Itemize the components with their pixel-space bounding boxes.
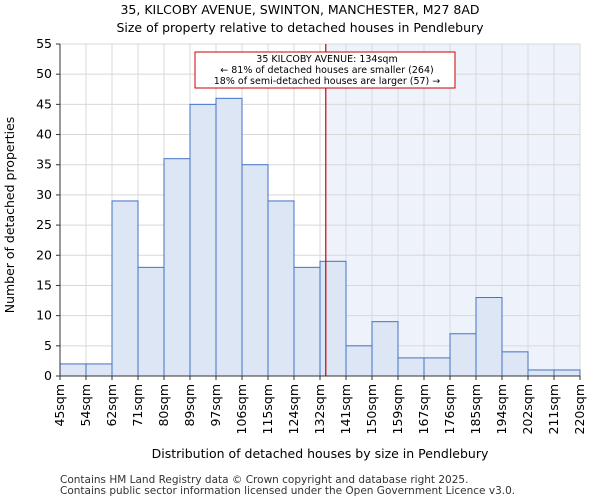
x-tick-label: 106sqm — [234, 384, 249, 434]
y-tick-label: 15 — [36, 277, 52, 292]
bar-141sqm — [345, 345, 373, 377]
annotation-line-2: ← 81% of detached houses are smaller (26… — [220, 65, 433, 76]
bar-45sqm — [59, 363, 87, 377]
x-tick-label: 89sqm — [182, 384, 197, 427]
y-tick-label: 40 — [36, 127, 52, 142]
x-tick-label: 159sqm — [390, 384, 405, 434]
x-tick-label: 185sqm — [468, 384, 483, 434]
annotation-box — [194, 51, 456, 89]
footer-line-1: Contains HM Land Registry data © Crown c… — [60, 474, 468, 486]
x-tick-label: 211sqm — [546, 384, 561, 434]
x-tick-label: 62sqm — [104, 384, 119, 427]
bar-150sqm — [371, 321, 399, 377]
y-tick-label: 0 — [44, 368, 52, 383]
bar-176sqm — [449, 333, 477, 377]
bar-62sqm — [111, 200, 139, 377]
x-tick-label: 132sqm — [312, 384, 327, 434]
y-tick-label: 10 — [36, 308, 52, 323]
y-tick-label: 5 — [44, 338, 52, 353]
bar-54sqm — [85, 363, 113, 377]
footer-line-2: Contains public sector information licen… — [60, 485, 515, 497]
bar-71sqm — [137, 266, 165, 377]
plot-area: 35 KILCOBY AVENUE: 134sqm← 81% of detach… — [36, 36, 587, 434]
y-axis-label: Number of detached properties — [2, 117, 17, 314]
y-tick-label: 45 — [36, 96, 52, 111]
x-tick-label: 141sqm — [338, 384, 353, 434]
annotation-line-1: 35 KILCOBY AVENUE: 134sqm — [256, 54, 397, 65]
bar-194sqm — [501, 351, 529, 377]
chart-title: 35, KILCOBY AVENUE, SWINTON, MANCHESTER,… — [120, 2, 479, 17]
x-tick-label: 54sqm — [78, 384, 93, 427]
bar-80sqm — [163, 158, 191, 377]
x-tick-label: 124sqm — [286, 384, 301, 434]
chart-subtitle: Size of property relative to detached ho… — [116, 20, 484, 35]
x-tick-label: 115sqm — [260, 384, 275, 434]
bar-106sqm — [241, 164, 269, 377]
highlight-region — [325, 44, 580, 376]
y-tick-label: 50 — [36, 66, 52, 81]
x-tick-label: 167sqm — [416, 384, 431, 434]
y-tick-label: 25 — [36, 217, 52, 232]
x-tick-label: 71sqm — [130, 384, 145, 427]
bar-211sqm — [553, 369, 581, 377]
x-tick-label: 45sqm — [52, 384, 67, 427]
annotation-line-3: 18% of semi-detached houses are larger (… — [214, 76, 441, 87]
x-tick-label: 150sqm — [364, 384, 379, 434]
y-tick-label: 20 — [36, 247, 52, 262]
bar-159sqm — [397, 357, 425, 377]
x-axis-label: Distribution of detached houses by size … — [152, 446, 489, 461]
x-tick-label: 80sqm — [156, 384, 171, 427]
bar-185sqm — [475, 297, 503, 377]
bar-167sqm — [423, 357, 451, 377]
y-tick-label: 55 — [36, 36, 52, 51]
bar-115sqm — [267, 200, 295, 377]
x-tick-label: 202sqm — [520, 384, 535, 434]
bar-202sqm — [527, 369, 555, 377]
bar-124sqm — [293, 266, 321, 377]
y-tick-label: 30 — [36, 187, 52, 202]
bar-97sqm — [215, 97, 243, 377]
y-tick-label: 35 — [36, 157, 52, 172]
x-tick-label: 194sqm — [494, 384, 509, 434]
bar-89sqm — [189, 103, 217, 377]
bar-132sqm — [319, 260, 347, 377]
x-tick-label: 220sqm — [572, 384, 587, 434]
x-tick-label: 176sqm — [442, 384, 457, 434]
x-tick-label: 97sqm — [208, 384, 223, 427]
